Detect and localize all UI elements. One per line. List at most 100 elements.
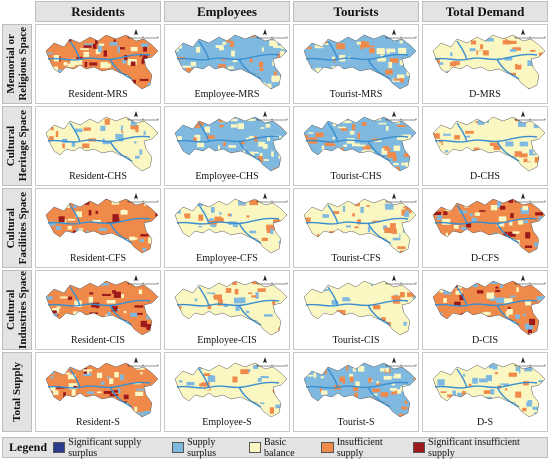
map-patch: [371, 405, 374, 411]
map-patch: [104, 137, 111, 142]
map-patch: [535, 212, 543, 216]
map-patch: [230, 118, 238, 122]
map-patch: [209, 218, 214, 221]
map-patch: [149, 41, 155, 43]
map-patch: [446, 374, 455, 378]
map-patch: [243, 147, 246, 153]
map-patch: [397, 124, 406, 127]
panel-label: Employee-CFS: [196, 253, 258, 264]
map-patch: [433, 374, 440, 381]
map-patch: [471, 40, 480, 45]
map-patch: [352, 124, 356, 131]
map-patch: [283, 231, 287, 237]
map-patch: [534, 412, 543, 417]
map-patch: [207, 293, 212, 300]
map-patch: [194, 298, 198, 302]
map-patch: [142, 247, 146, 251]
map-patch: [142, 55, 148, 60]
map-patch: [361, 122, 367, 126]
map-patch: [489, 142, 498, 146]
map-patch: [309, 399, 317, 403]
map-patch: [403, 153, 411, 157]
region-border: [45, 116, 159, 172]
map-patch: [230, 124, 238, 128]
map-patch: [259, 67, 264, 72]
map-patch: [99, 228, 107, 231]
map-patch: [234, 80, 241, 82]
map-patch: [210, 226, 213, 231]
map-patch: [70, 59, 79, 66]
map-patch: [334, 324, 340, 329]
map-patch: [400, 292, 405, 298]
scale-bar-icon: [127, 200, 159, 203]
map-patch: [516, 134, 522, 140]
map-patch: [204, 167, 213, 170]
map-patch: [283, 79, 287, 83]
map-patch: [538, 79, 542, 82]
map-patch: [204, 126, 210, 133]
map-patch: [88, 296, 93, 303]
legend-item-significant-insufficient: Significant insufficient supply: [412, 437, 541, 459]
map-patch: [254, 398, 261, 402]
map-patch: [401, 209, 406, 216]
map-patch: [134, 406, 138, 412]
map-patch: [504, 57, 513, 61]
map-patch: [483, 396, 493, 402]
map-patch: [120, 125, 124, 131]
map-patch: [177, 283, 186, 289]
map-patch: [46, 325, 51, 328]
map-patch: [67, 141, 72, 147]
map-patch: [443, 366, 448, 369]
map-patch: [267, 224, 273, 227]
map-patch: [109, 393, 118, 397]
map-patch: [95, 49, 101, 55]
map-patch: [447, 331, 453, 334]
map-patch: [520, 207, 529, 214]
map-patch: [117, 46, 120, 53]
map-patch: [219, 212, 222, 215]
legend-item-insufficient: Insufficient supply: [321, 437, 406, 459]
map-patch: [185, 67, 191, 74]
map-patch: [504, 298, 513, 304]
map-patch: [477, 120, 485, 125]
map-patch: [475, 121, 480, 124]
map-patch: [198, 214, 204, 221]
map-patch: [62, 143, 65, 149]
river-line: [47, 286, 151, 326]
map-patch: [320, 401, 327, 405]
map-patch: [153, 64, 158, 70]
map-patch: [79, 328, 86, 335]
map-patch: [257, 156, 263, 163]
map-panel: Tourist-S: [293, 352, 419, 432]
map-patch: [538, 52, 545, 58]
map-patch: [447, 394, 453, 398]
map-patch: [306, 368, 315, 372]
map-patch: [490, 281, 499, 284]
map-patch: [191, 407, 197, 412]
map-patch: [440, 391, 447, 393]
map-patch: [181, 331, 184, 335]
map-patch: [178, 296, 187, 299]
region-border: [432, 198, 546, 254]
map-patch: [405, 58, 408, 63]
map-patch: [278, 240, 286, 244]
map-patch: [320, 117, 329, 122]
region-map: [45, 275, 159, 336]
map-patch: [99, 43, 105, 46]
map-patch: [175, 223, 179, 226]
map-patch: [71, 142, 76, 147]
map-patch: [504, 127, 511, 133]
map-patch: [399, 40, 403, 44]
map-panel: Resident-MRS: [35, 24, 161, 104]
map-patch: [122, 59, 127, 64]
map-patch: [483, 72, 487, 78]
map-patch: [206, 249, 213, 252]
map-patch: [339, 376, 345, 382]
map-patch: [538, 328, 545, 333]
map-patch: [178, 375, 180, 378]
map-patch: [380, 392, 389, 397]
map-patch: [376, 382, 381, 386]
map-patch: [124, 55, 128, 61]
map-patch: [436, 215, 443, 220]
map-patch: [396, 135, 404, 140]
